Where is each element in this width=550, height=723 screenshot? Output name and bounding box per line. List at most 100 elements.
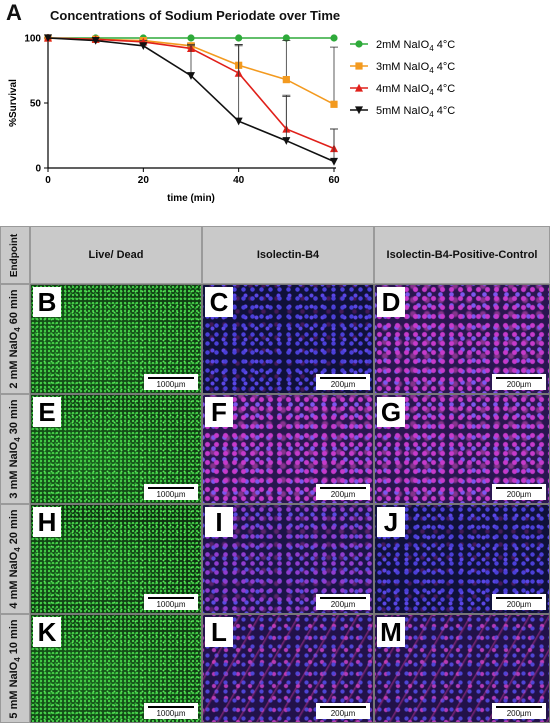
- scale-bar: [148, 487, 194, 489]
- scale-bar: [148, 377, 194, 379]
- y-tick-label: 50: [30, 99, 42, 110]
- panel-letter: K: [33, 617, 61, 647]
- series-3-point: [330, 157, 338, 166]
- series-3-point: [234, 117, 243, 126]
- survival-chart: 0 50 100 0 20 40 60 time (min) %Survival 2mM NaIO…: [8, 34, 455, 205]
- series-1-legend-label: 3mM NaIO4 4°C: [376, 61, 455, 75]
- scale-bar-label: 200µm: [330, 709, 356, 718]
- micrograph-c: C 200µm: [202, 284, 374, 394]
- scale-bar-box: 200µm: [316, 703, 370, 719]
- row-label-2: 3 mM NaIO4 30 min: [0, 394, 30, 504]
- micrograph-h: H 1000µm: [30, 504, 202, 614]
- scale-bar-label: 200µm: [330, 490, 356, 499]
- micrograph-k: K 1000µm: [30, 614, 202, 723]
- panel-letter: E: [33, 397, 61, 427]
- x-axis-label: time (min): [167, 193, 215, 204]
- series-1-point: [330, 100, 338, 108]
- col-header-isolectin-b4: Isolectin-B4: [202, 226, 374, 284]
- scale-bar-box: 200µm: [316, 374, 370, 390]
- scale-bar-label: 200µm: [506, 490, 532, 499]
- scale-bar-box: 200µm: [316, 594, 370, 610]
- panel-letter: G: [377, 397, 405, 427]
- y-tick-label: 0: [35, 164, 41, 175]
- endpoint-corner-cell: Endpoint: [0, 226, 30, 284]
- scale-bar: [496, 706, 542, 708]
- row-label-3: 4 mM NaIO4 20 min: [0, 504, 30, 614]
- series-3-point: [282, 137, 291, 145]
- scale-bar-label: 200µm: [506, 709, 532, 718]
- micrograph-b: B 1000µm: [30, 284, 202, 394]
- scale-bar-label: 200µm: [330, 380, 356, 389]
- scale-bar-label: 1000µm: [156, 600, 186, 609]
- row-label-4: 5 mM NaIO4 10 min: [0, 614, 30, 723]
- scale-bar-label: 200µm: [506, 380, 532, 389]
- scale-bar-label: 1000µm: [156, 709, 186, 718]
- x-tick-label: 20: [138, 175, 150, 186]
- series-3-legend-label: 5mM NaIO4 4°C: [376, 105, 455, 119]
- series-1-point: [282, 76, 290, 84]
- row-label-text: 2 mM NaIO4 60 min: [7, 289, 23, 389]
- panel-letter: L: [205, 617, 233, 647]
- x-tick-label: 60: [328, 175, 340, 186]
- row-label-text: 3 mM NaIO4 30 min: [7, 399, 23, 499]
- scale-bar: [496, 377, 542, 379]
- col-header-live-dead-label: Live/ Dead: [88, 249, 144, 261]
- micrograph-i: I 200µm: [202, 504, 374, 614]
- scale-bar-box: 200µm: [492, 374, 546, 390]
- series-0-legend-marker: [355, 40, 363, 48]
- panel-letter: H: [33, 507, 61, 537]
- series-3-legend-marker: [355, 106, 363, 115]
- scale-bar: [148, 597, 194, 599]
- scale-bar: [496, 597, 542, 599]
- scale-bar-box: 1000µm: [144, 484, 198, 500]
- micrograph-m: M 200µm: [374, 614, 550, 723]
- scale-bar: [148, 706, 194, 708]
- scale-bar-box: 1000µm: [144, 374, 198, 390]
- scale-bar: [320, 706, 366, 708]
- y-tick-label: 100: [24, 34, 41, 45]
- row-label-text: 4 mM NaIO4 20 min: [7, 509, 23, 609]
- scale-bar-box: 200µm: [316, 484, 370, 500]
- series-0-point: [187, 34, 195, 42]
- series-2-legend-label: 4mM NaIO4 4°C: [376, 83, 455, 97]
- col-header-live-dead: Live/ Dead: [30, 226, 202, 284]
- x-tick-label: 40: [233, 175, 245, 186]
- y-axis-label: %Survival: [8, 79, 19, 127]
- scale-bar-box: 200µm: [492, 594, 546, 610]
- scale-bar-label: 200µm: [506, 600, 532, 609]
- scale-bar-box: 1000µm: [144, 703, 198, 719]
- panel-letter: B: [33, 287, 61, 317]
- scale-bar: [496, 487, 542, 489]
- series-3-point: [91, 37, 100, 45]
- series-3-point: [187, 72, 195, 80]
- chart-title: Concentrations of Sodium Periodate over …: [50, 8, 341, 23]
- scale-bar-label: 1000µm: [156, 380, 186, 389]
- col-header-isolectin-b4-label: Isolectin-B4: [256, 249, 320, 261]
- panel-letter: M: [377, 617, 405, 647]
- row-label-1: 2 mM NaIO4 60 min: [0, 284, 30, 394]
- series-3-point: [44, 34, 52, 43]
- series-0-legend-label: 2mM NaIO4 4°C: [376, 39, 455, 53]
- panel-letter: F: [205, 397, 233, 427]
- scale-bar: [320, 377, 366, 379]
- micrograph-g: G 200µm: [374, 394, 550, 504]
- row-label-text: 5 mM NaIO4 10 min: [7, 618, 23, 719]
- scale-bar-box: 200µm: [492, 484, 546, 500]
- series-0-point: [282, 34, 290, 42]
- scale-bar-label: 1000µm: [156, 490, 186, 499]
- col-header-positive-control-label: Isolectin-B4-Positive-Control: [386, 249, 538, 261]
- series-0-point: [235, 34, 243, 42]
- micrograph-e: E 1000µm: [30, 394, 202, 504]
- series-1-legend-marker: [355, 62, 363, 70]
- scale-bar: [320, 487, 366, 489]
- panel-letter: D: [377, 287, 405, 317]
- series-3-point: [139, 42, 148, 50]
- series-0-point: [330, 34, 338, 42]
- scale-bar-box: 200µm: [492, 703, 546, 719]
- panel-a-letter: A: [6, 0, 22, 25]
- x-tick-label: 0: [45, 175, 51, 186]
- micrograph-l: L 200µm: [202, 614, 374, 723]
- micrograph-f: F 200µm: [202, 394, 374, 504]
- col-header-positive-control: Isolectin-B4-Positive-Control: [374, 226, 550, 284]
